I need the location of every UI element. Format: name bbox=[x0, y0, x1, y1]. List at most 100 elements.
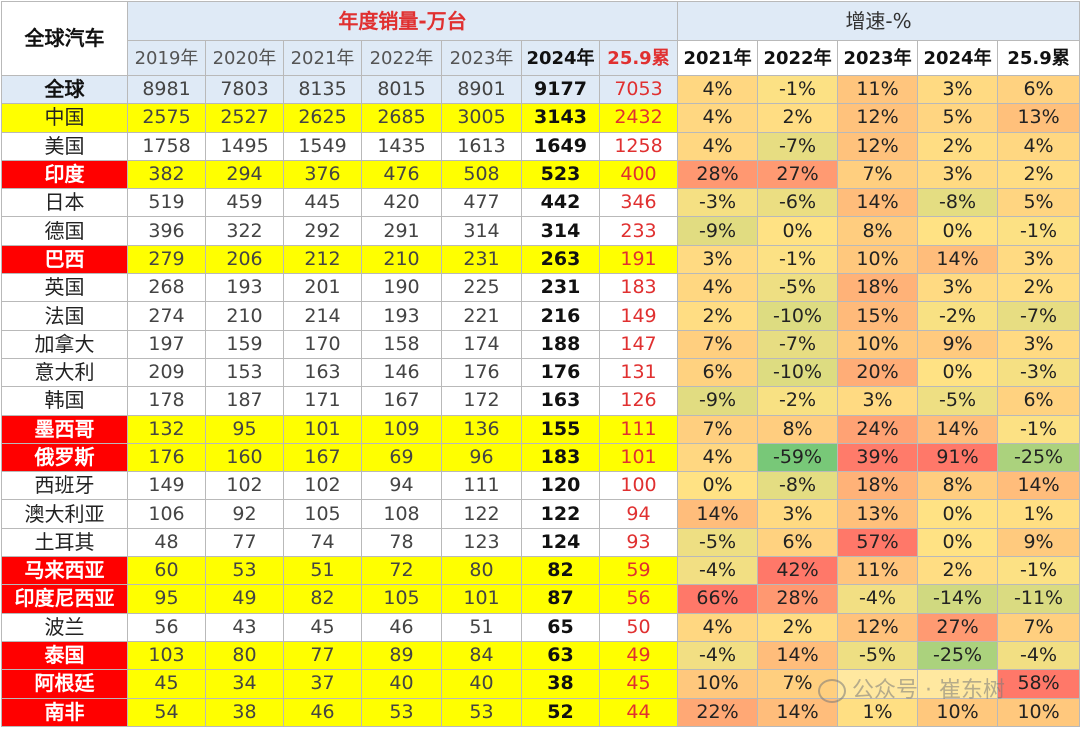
growth-cell: 4% bbox=[997, 131, 1080, 161]
sales-cell: 8135 bbox=[283, 74, 362, 105]
table-row: 英国 268 193 201 190 225 231 183 4% -5% 18% 3% 2% bbox=[1, 273, 1080, 303]
sales-cell: 111 bbox=[441, 471, 522, 501]
sales-cell: 396 bbox=[127, 216, 206, 246]
growth-cell: 12% bbox=[837, 131, 919, 161]
growth-cell: 18% bbox=[837, 471, 919, 501]
growth-cell: 20% bbox=[837, 357, 919, 388]
sales-cell: 46 bbox=[283, 697, 362, 727]
growth-cell: -10% bbox=[757, 301, 839, 331]
sales-cell: 65 bbox=[521, 612, 600, 642]
growth-cell: -4% bbox=[677, 556, 759, 586]
sales-cell: 193 bbox=[361, 301, 442, 331]
growth-cell: 11% bbox=[837, 74, 919, 105]
growth-cell: 14% bbox=[677, 499, 759, 529]
sales-cell: 178 bbox=[127, 386, 206, 416]
sales-cell: 124 bbox=[521, 527, 600, 558]
sales-cell: 158 bbox=[361, 329, 442, 359]
sales-cell: 2625 bbox=[283, 103, 362, 133]
growth-cell: 1% bbox=[837, 697, 919, 727]
sales-cell: 210 bbox=[361, 244, 442, 275]
sales-cell: 212 bbox=[283, 244, 362, 275]
sales-cell: 2527 bbox=[205, 103, 284, 133]
sales-section-title: 年度销量-万台 bbox=[126, 1, 679, 41]
sales-ytd-cell: 131 bbox=[598, 357, 679, 388]
sales-cell: 201 bbox=[283, 273, 362, 303]
growth-cell: 5% bbox=[917, 103, 999, 133]
sales-ytd-cell: 93 bbox=[598, 527, 679, 558]
sales-ytd-cell: 101 bbox=[598, 442, 679, 473]
sales-cell: 314 bbox=[521, 216, 600, 246]
sales-cell: 167 bbox=[361, 386, 442, 416]
country-name: 加拿大 bbox=[1, 329, 128, 359]
growth-cell: 10% bbox=[917, 697, 999, 727]
country-name: 俄罗斯 bbox=[1, 442, 128, 473]
sales-cell: 187 bbox=[205, 386, 284, 416]
growth-cell: -1% bbox=[997, 556, 1080, 586]
growth-cell: 28% bbox=[677, 159, 759, 190]
growth-cell: 9% bbox=[917, 329, 999, 359]
sales-cell: 477 bbox=[441, 188, 522, 218]
sales-cell: 37 bbox=[283, 669, 362, 699]
growth-cell: 1% bbox=[997, 499, 1080, 529]
sales-ytd-cell: 126 bbox=[598, 386, 679, 416]
country-name: 澳大利亚 bbox=[1, 499, 128, 529]
growth-cell: 12% bbox=[837, 612, 919, 642]
country-name: 韩国 bbox=[1, 386, 128, 416]
sales-cell: 105 bbox=[283, 499, 362, 529]
sales-cell: 7803 bbox=[205, 74, 284, 105]
growth-cell: 2% bbox=[757, 103, 839, 133]
growth-cell: 3% bbox=[917, 159, 999, 190]
growth-cell bbox=[917, 669, 999, 699]
growth-cell: 58% bbox=[997, 669, 1080, 699]
growth-cell: 14% bbox=[997, 471, 1080, 501]
country-name: 英国 bbox=[1, 273, 128, 303]
growth-cell: -5% bbox=[757, 273, 839, 303]
sales-cell: 87 bbox=[521, 584, 600, 614]
table-row: 波兰 56 43 45 46 51 65 50 4% 2% 12% 27% 7% bbox=[1, 612, 1080, 642]
country-name: 全球 bbox=[1, 74, 128, 105]
growth-cell: 5% bbox=[997, 188, 1080, 218]
sales-ytd-cell: 400 bbox=[598, 159, 679, 190]
growth-cell: 13% bbox=[837, 499, 919, 529]
table-row: 美国 1758 1495 1549 1435 1613 1649 1258 4% -7% 12% 2%… bbox=[1, 131, 1080, 161]
sales-cell: 72 bbox=[361, 556, 442, 586]
sales-cell: 101 bbox=[441, 584, 522, 614]
table-row: 韩国 178 187 171 167 172 163 126 -9% -2% 3% -5% 6% bbox=[1, 386, 1080, 416]
growth-year-header: 2022年 bbox=[757, 40, 839, 76]
growth-cell: 3% bbox=[677, 244, 759, 275]
sales-cell: 46 bbox=[361, 612, 442, 642]
country-name: 泰国 bbox=[1, 640, 128, 671]
sales-ytd-cell: 49 bbox=[598, 640, 679, 671]
sales-cell: 231 bbox=[441, 244, 522, 275]
table-row: 法国 274 210 214 193 221 216 149 2% -10% 15% -2% -7% bbox=[1, 301, 1080, 331]
sales-cell: 170 bbox=[283, 329, 362, 359]
growth-cell: 4% bbox=[677, 103, 759, 133]
table-row: 俄罗斯 176 160 167 69 96 183 101 4% -59% 39% 91% -25% bbox=[1, 442, 1080, 473]
sales-cell: 322 bbox=[205, 216, 284, 246]
growth-cell: -1% bbox=[997, 216, 1080, 246]
growth-cell: 39% bbox=[837, 442, 919, 473]
growth-cell: -7% bbox=[997, 301, 1080, 331]
sales-ytd-cell: 1258 bbox=[598, 131, 679, 161]
country-name: 印度 bbox=[1, 159, 128, 190]
growth-cell: -25% bbox=[917, 640, 999, 671]
sales-cell: 40 bbox=[441, 669, 522, 699]
growth-cell: -7% bbox=[757, 131, 839, 161]
growth-cell: 6% bbox=[997, 386, 1080, 416]
table-row: 加拿大 197 159 170 158 174 188 147 7% -7% 10% 9% 3% bbox=[1, 329, 1080, 359]
sales-cell: 214 bbox=[283, 301, 362, 331]
sales-cell: 523 bbox=[521, 159, 600, 190]
sales-cell: 38 bbox=[205, 697, 284, 727]
growth-cell: -7% bbox=[757, 329, 839, 359]
sales-ytd-cell: 7053 bbox=[598, 74, 679, 105]
growth-cell: -11% bbox=[997, 584, 1080, 614]
growth-cell: 3% bbox=[757, 499, 839, 529]
sales-cell: 163 bbox=[521, 386, 600, 416]
country-name: 波兰 bbox=[1, 612, 128, 642]
growth-cell: 0% bbox=[917, 216, 999, 246]
sales-ytd-cell: 346 bbox=[598, 188, 679, 218]
sales-cell: 174 bbox=[441, 329, 522, 359]
growth-cell: 10% bbox=[677, 669, 759, 699]
sales-cell: 122 bbox=[521, 499, 600, 529]
